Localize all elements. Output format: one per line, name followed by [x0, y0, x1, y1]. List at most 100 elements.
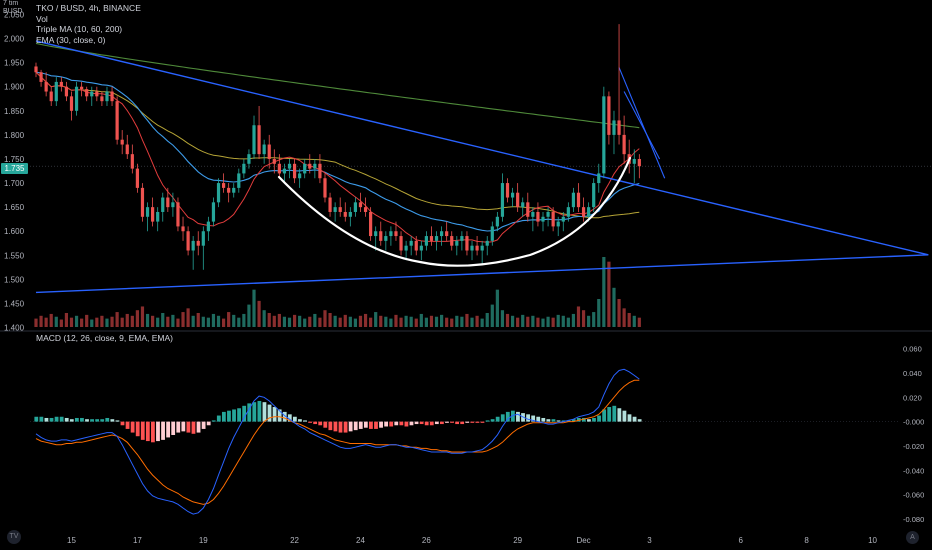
macd-histogram-bar	[475, 421, 480, 423]
volume-bar	[500, 310, 505, 327]
candle-body	[571, 192, 576, 208]
volume-bar	[612, 287, 616, 327]
candle-body	[120, 139, 124, 145]
volume-bar	[353, 318, 358, 327]
volume-bar	[505, 313, 510, 327]
tradingview-logo-icon[interactable]: TV	[7, 530, 21, 544]
candle-body	[181, 226, 185, 232]
macd-histogram-bar	[277, 409, 282, 422]
candle-body	[369, 211, 373, 237]
candle-body	[206, 221, 210, 232]
candle-body	[171, 202, 175, 208]
indicator-vol[interactable]: Vol	[36, 13, 48, 24]
macd-histogram-bar	[622, 410, 627, 422]
macd-histogram-bar	[369, 421, 373, 429]
candle-body	[460, 236, 464, 241]
macd-histogram-bar	[480, 421, 485, 423]
macd-histogram-bar	[571, 419, 576, 422]
macd-histogram-bar	[161, 421, 165, 440]
candle-body	[44, 81, 48, 92]
volume-bar	[516, 317, 520, 327]
volume-bar	[120, 317, 124, 327]
macd-histogram-bar	[151, 421, 155, 443]
macd-histogram-bar	[500, 414, 505, 422]
macd-histogram-bar	[247, 403, 252, 422]
volume-bar	[318, 317, 322, 327]
volume-bar	[440, 314, 444, 327]
volume-bar	[445, 317, 449, 327]
macd-histogram-bar	[551, 419, 556, 422]
price-tick-label: 1.900	[4, 83, 25, 92]
price-tick-label: 1.850	[4, 107, 25, 116]
macd-tick-label: 0.060	[903, 345, 922, 354]
volume-bar	[531, 315, 535, 327]
candle-body	[156, 211, 160, 222]
macd-legend[interactable]: MACD (12, 26, close, 9, EMA, EMA)	[36, 333, 173, 343]
volume-bar	[581, 310, 586, 327]
candle-body	[216, 183, 221, 203]
volume-bar	[135, 310, 139, 327]
candle-body	[166, 197, 170, 208]
macd-histogram-bar	[516, 411, 520, 422]
volume-bar	[637, 317, 641, 327]
volume-bar	[541, 318, 545, 327]
volume-bar	[252, 289, 256, 327]
volume-bar	[414, 318, 418, 327]
macd-tick-label: -0.020	[903, 442, 924, 451]
volume-bar	[282, 316, 287, 327]
price-tick-label: 2.050	[4, 10, 25, 19]
volume-bar	[110, 316, 114, 327]
volume-bar	[267, 313, 271, 327]
volume-bar	[551, 317, 555, 327]
candle-body	[232, 187, 236, 193]
symbol-title[interactable]: TKO / BUSD, 4h, BINANCE	[36, 3, 141, 13]
x-tick-label: 17	[133, 536, 142, 545]
macd-histogram-bar	[140, 421, 145, 440]
candle-body	[475, 245, 479, 251]
price-unit-label: 7 tim BUSD	[3, 0, 22, 16]
x-tick-label: 22	[290, 536, 299, 545]
macd-histogram-bar	[333, 421, 338, 432]
candle-body	[622, 134, 626, 155]
volume-bar	[510, 315, 515, 327]
candle-body	[480, 245, 484, 251]
macd-histogram-bar	[115, 420, 120, 422]
macd-histogram-bar	[80, 417, 84, 422]
macd-histogram-bar	[556, 420, 561, 422]
x-tick-label: 15	[67, 536, 76, 545]
candle-body	[161, 197, 165, 212]
volume-bar	[632, 315, 636, 327]
volume-bar	[44, 317, 48, 327]
volume-bar	[176, 318, 180, 327]
candle-body	[399, 236, 403, 251]
macd-histogram-bar	[607, 407, 612, 422]
macd-histogram-bar	[242, 405, 247, 422]
candle-body	[328, 197, 332, 212]
volume-bar	[277, 313, 281, 327]
volume-bar	[145, 313, 150, 327]
macd-histogram-bar	[450, 421, 454, 423]
volume-bar	[374, 312, 378, 327]
volume-bar	[490, 304, 494, 327]
volume-bar	[485, 313, 489, 327]
indicator-ema[interactable]: EMA (30, close, 0)	[36, 34, 106, 45]
candle-body	[34, 66, 38, 73]
macd-histogram-bar	[216, 415, 221, 422]
candle-body	[358, 202, 363, 208]
price-tick-label: 1.950	[4, 59, 25, 68]
auto-scale-icon[interactable]: A	[906, 531, 919, 544]
candle-body	[221, 183, 226, 188]
candle-body	[49, 91, 53, 102]
macd-histogram-bar	[394, 421, 399, 426]
volume-bar	[227, 312, 231, 327]
candle-body	[632, 158, 636, 164]
wedge-upper-line	[618, 67, 666, 179]
candle-body	[440, 231, 444, 237]
indicator-triple-ma[interactable]: Triple MA (10, 60, 200)	[36, 24, 123, 34]
volume-bar	[95, 317, 99, 327]
macd-histogram-bar	[419, 421, 424, 425]
candle-body	[429, 236, 434, 241]
volume-bar	[328, 313, 332, 327]
macd-histogram-bar	[409, 421, 414, 426]
